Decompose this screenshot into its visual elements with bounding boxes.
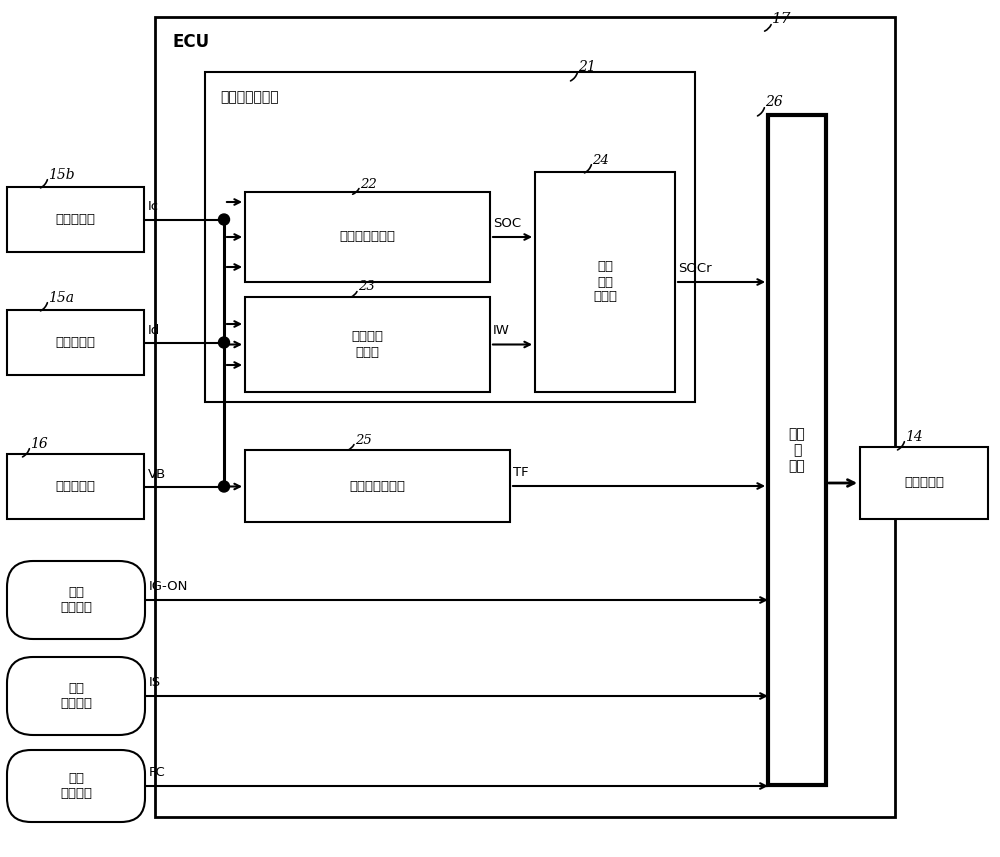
FancyBboxPatch shape: [245, 450, 510, 522]
Text: 电流传感器: 电流传感器: [56, 336, 96, 349]
Text: 点火
开启信号: 点火 开启信号: [60, 586, 92, 614]
Text: 17: 17: [772, 12, 792, 26]
Text: 蓄电
状态
识别部: 蓄电 状态 识别部: [593, 261, 617, 303]
Text: TF: TF: [513, 466, 529, 479]
Text: 怠速
停止信号: 怠速 停止信号: [60, 682, 92, 710]
FancyBboxPatch shape: [7, 750, 145, 822]
Text: 端子卸下检测部: 端子卸下检测部: [350, 480, 406, 493]
Text: 26: 26: [765, 95, 783, 109]
Circle shape: [219, 337, 230, 348]
FancyBboxPatch shape: [860, 447, 988, 519]
Text: 23: 23: [358, 280, 375, 293]
FancyBboxPatch shape: [205, 72, 695, 402]
Text: 22: 22: [360, 177, 377, 190]
Text: 放充电量
累计部: 放充电量 累计部: [352, 331, 384, 358]
Text: IG-ON: IG-ON: [149, 580, 188, 593]
Text: ECU: ECU: [173, 33, 210, 51]
Text: 15b: 15b: [48, 168, 75, 182]
FancyBboxPatch shape: [7, 454, 144, 519]
Text: 25: 25: [355, 434, 372, 446]
Text: IS: IS: [149, 676, 161, 689]
FancyBboxPatch shape: [7, 310, 144, 375]
Text: 24: 24: [592, 153, 609, 166]
FancyBboxPatch shape: [768, 115, 826, 785]
Text: 交流发电机: 交流发电机: [904, 476, 944, 489]
FancyBboxPatch shape: [7, 657, 145, 735]
Text: VB: VB: [148, 468, 166, 481]
Text: 燃料
切断信号: 燃料 切断信号: [60, 772, 92, 800]
Text: Id: Id: [148, 323, 160, 337]
Text: 蓄电状态计算部: 蓄电状态计算部: [220, 90, 279, 104]
Text: 21: 21: [578, 60, 596, 74]
Text: IW: IW: [493, 325, 510, 338]
Text: SOC: SOC: [493, 217, 521, 230]
Text: 电流传感器: 电流传感器: [56, 213, 96, 226]
FancyBboxPatch shape: [7, 187, 144, 252]
FancyBboxPatch shape: [535, 172, 675, 392]
Text: 电压传感器: 电压传感器: [56, 480, 96, 493]
Text: FC: FC: [149, 766, 166, 779]
Text: Ic: Ic: [148, 201, 159, 213]
Text: SOCr: SOCr: [678, 262, 712, 275]
Text: 蓄电状态判定部: 蓄电状态判定部: [340, 231, 396, 243]
Circle shape: [219, 214, 230, 225]
Text: 14: 14: [905, 430, 923, 444]
FancyBboxPatch shape: [7, 561, 145, 639]
Text: 15a: 15a: [48, 291, 74, 305]
FancyBboxPatch shape: [245, 192, 490, 282]
Circle shape: [219, 481, 230, 492]
FancyBboxPatch shape: [155, 17, 895, 817]
Text: 充电
控
制部: 充电 控 制部: [789, 427, 805, 473]
FancyBboxPatch shape: [245, 297, 490, 392]
Text: 16: 16: [30, 437, 48, 451]
